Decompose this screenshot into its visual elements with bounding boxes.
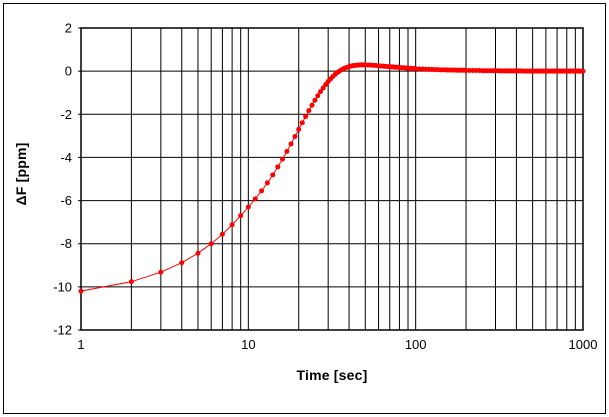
x-tick-label: 1000 xyxy=(569,337,598,352)
data-point xyxy=(306,108,312,114)
data-point xyxy=(229,222,235,228)
data-point xyxy=(320,85,326,91)
x-axis-title: Time [sec] xyxy=(296,367,368,383)
y-tick-label: -12 xyxy=(53,323,72,338)
data-series xyxy=(78,62,586,294)
data-point xyxy=(284,148,290,154)
data-point xyxy=(259,188,265,194)
series-line xyxy=(80,64,583,292)
data-point xyxy=(580,68,586,74)
data-point xyxy=(252,196,258,202)
data-point xyxy=(312,97,318,103)
data-point xyxy=(292,134,298,139)
data-point xyxy=(238,213,244,219)
x-tick-label: 1 xyxy=(77,337,84,352)
data-point xyxy=(270,172,276,178)
y-tick-label: -8 xyxy=(60,236,72,251)
data-point xyxy=(413,66,419,72)
tick-labels: 2 0 -2 -4 -6 -8 -10 -12 1 10 100 1000 xyxy=(53,21,597,353)
y-tick-label: -2 xyxy=(60,107,72,122)
data-point xyxy=(299,120,305,126)
data-point xyxy=(318,89,324,95)
data-point xyxy=(309,102,315,108)
data-point xyxy=(208,241,214,247)
y-tick-label: -10 xyxy=(53,279,72,294)
data-point xyxy=(288,141,294,147)
y-tick-label: 0 xyxy=(65,64,72,79)
data-point xyxy=(296,126,302,132)
data-point xyxy=(264,180,270,186)
x-tick-label: 100 xyxy=(405,337,427,352)
data-point xyxy=(315,93,321,99)
data-point xyxy=(463,68,469,73)
data-point xyxy=(279,156,285,162)
plot-area-border xyxy=(80,27,584,331)
data-point xyxy=(158,269,164,275)
data-point xyxy=(303,113,309,119)
data-point xyxy=(195,250,201,256)
y-axis-title: ΔF [ppm] xyxy=(13,142,29,206)
y-tick-label: -4 xyxy=(60,150,72,165)
x-tick-label: 10 xyxy=(241,337,255,352)
data-point xyxy=(275,164,281,170)
y-tick-label: -6 xyxy=(60,193,72,208)
data-point xyxy=(179,260,185,266)
data-point xyxy=(78,288,84,294)
data-point xyxy=(245,204,251,210)
y-tick-label: 2 xyxy=(65,21,72,36)
data-point xyxy=(128,279,134,285)
data-point xyxy=(219,231,225,237)
